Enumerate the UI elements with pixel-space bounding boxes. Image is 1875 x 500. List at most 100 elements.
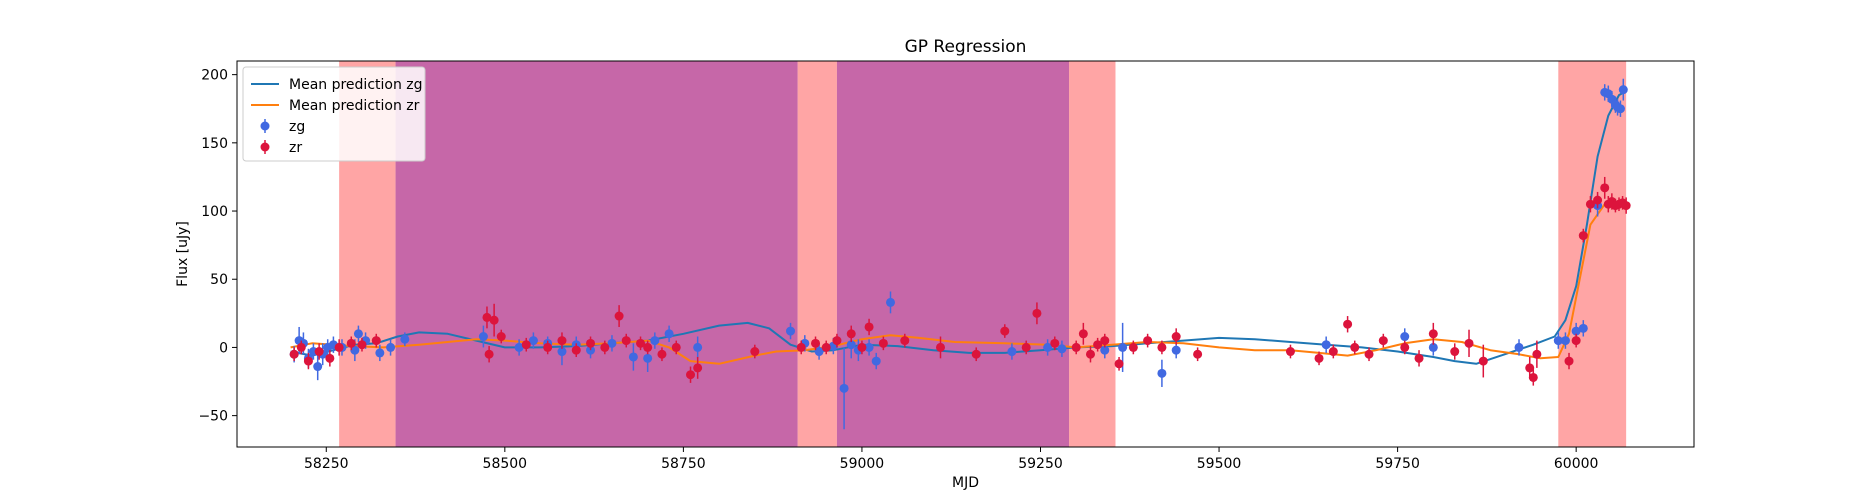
zr-point	[1078, 329, 1088, 339]
zg-point	[557, 347, 567, 357]
zr-point	[1525, 363, 1535, 373]
x-tick-label: 59250	[1018, 456, 1063, 472]
data-points	[289, 78, 1631, 430]
zr-point	[1071, 342, 1081, 352]
zr-point	[600, 342, 610, 352]
zr-point	[1414, 353, 1424, 363]
y-axis-ticks: −50 0 50 100 150 200	[198, 68, 237, 425]
x-axis-ticks: 58250 58500 58750 59000 59250 59500 59750 60000	[304, 447, 1598, 472]
zg-point	[864, 342, 874, 352]
zr-point	[334, 342, 344, 352]
zr-point	[693, 363, 703, 373]
zr-point	[357, 340, 367, 350]
zr-point	[1000, 326, 1010, 336]
zg-point	[1560, 336, 1570, 346]
zg-point	[1428, 342, 1438, 352]
zr-point	[1571, 336, 1581, 346]
zr-point	[1171, 332, 1181, 342]
zr-point	[614, 311, 624, 321]
zr-point	[496, 332, 506, 342]
x-axis-label: MJD	[952, 475, 979, 491]
zr-point	[636, 338, 646, 348]
zg-point	[643, 353, 653, 363]
zg-point	[375, 348, 385, 358]
zg-point	[1171, 345, 1181, 355]
zr-point	[586, 338, 596, 348]
zr-point	[1032, 308, 1042, 318]
zr-point	[314, 347, 324, 357]
zr-point	[643, 342, 653, 352]
zg-point	[1043, 342, 1053, 352]
zr-point	[1378, 336, 1388, 346]
y-tick-label: 100	[201, 204, 228, 220]
legend-label: zg	[289, 119, 305, 135]
legend-marker-swatch	[260, 121, 270, 131]
zr-point	[557, 336, 567, 346]
zr-point	[325, 353, 335, 363]
zg-point	[650, 336, 660, 346]
zr-point	[543, 342, 553, 352]
zr-point	[1157, 342, 1167, 352]
zr-point	[878, 338, 888, 348]
zr-point	[303, 356, 313, 366]
zg-point	[1057, 344, 1067, 354]
shaded-region-6	[1558, 61, 1627, 447]
legend-label: zr	[289, 140, 302, 156]
shaded-region-4	[836, 61, 1070, 447]
zr-point	[1350, 342, 1360, 352]
zr-point	[1532, 349, 1542, 359]
zr-point	[1585, 199, 1595, 209]
zr-point	[796, 342, 806, 352]
x-tick-label: 58750	[661, 456, 706, 472]
y-tick-label: 150	[201, 136, 228, 152]
zr-point	[1450, 347, 1460, 357]
zg-point	[1100, 345, 1110, 355]
zr-point	[1114, 359, 1124, 369]
zr-point	[1400, 342, 1410, 352]
zg-point	[478, 332, 488, 342]
zg-point	[386, 342, 396, 352]
zr-point	[289, 349, 299, 359]
zr-point	[1314, 353, 1324, 363]
zr-point	[1564, 356, 1574, 366]
zg-point	[607, 338, 617, 348]
zg-point	[839, 383, 849, 393]
zr-point	[864, 322, 874, 332]
zr-point	[1093, 340, 1103, 350]
zr-point	[1578, 231, 1588, 241]
zg-point	[814, 347, 824, 357]
y-tick-label: −50	[198, 409, 228, 425]
legend-marker-swatch	[260, 142, 270, 152]
y-axis-label: Flux [uJy]	[175, 221, 191, 287]
zg-point	[1007, 347, 1017, 357]
y-tick-label: 0	[219, 340, 228, 356]
zg-point	[528, 336, 538, 346]
zr-point	[671, 342, 681, 352]
plot-frame	[236, 60, 1695, 448]
zr-point	[1464, 338, 1474, 348]
zr-point	[936, 342, 946, 352]
zr-point	[900, 336, 910, 346]
zr-point	[1478, 356, 1488, 366]
zg-point	[1553, 336, 1563, 346]
zg-point	[786, 326, 796, 336]
zr-point	[1621, 201, 1631, 211]
legend-label: Mean prediction zr	[289, 98, 420, 114]
zr-point	[657, 349, 667, 359]
zr-point	[484, 349, 494, 359]
shaded-region-3	[797, 61, 837, 447]
zr-point	[482, 312, 492, 322]
zr-point	[1021, 342, 1031, 352]
zr-point	[1050, 338, 1060, 348]
y-tick-label: 50	[210, 272, 228, 288]
zg-point	[1321, 340, 1331, 350]
zg-point	[871, 356, 881, 366]
zr-point	[521, 340, 531, 350]
x-tick-label: 60000	[1554, 456, 1599, 472]
zg-point	[846, 340, 856, 350]
zg-point	[1400, 332, 1410, 342]
zr-point	[1364, 349, 1374, 359]
zg-point	[1118, 342, 1128, 352]
zr-point	[489, 315, 499, 325]
